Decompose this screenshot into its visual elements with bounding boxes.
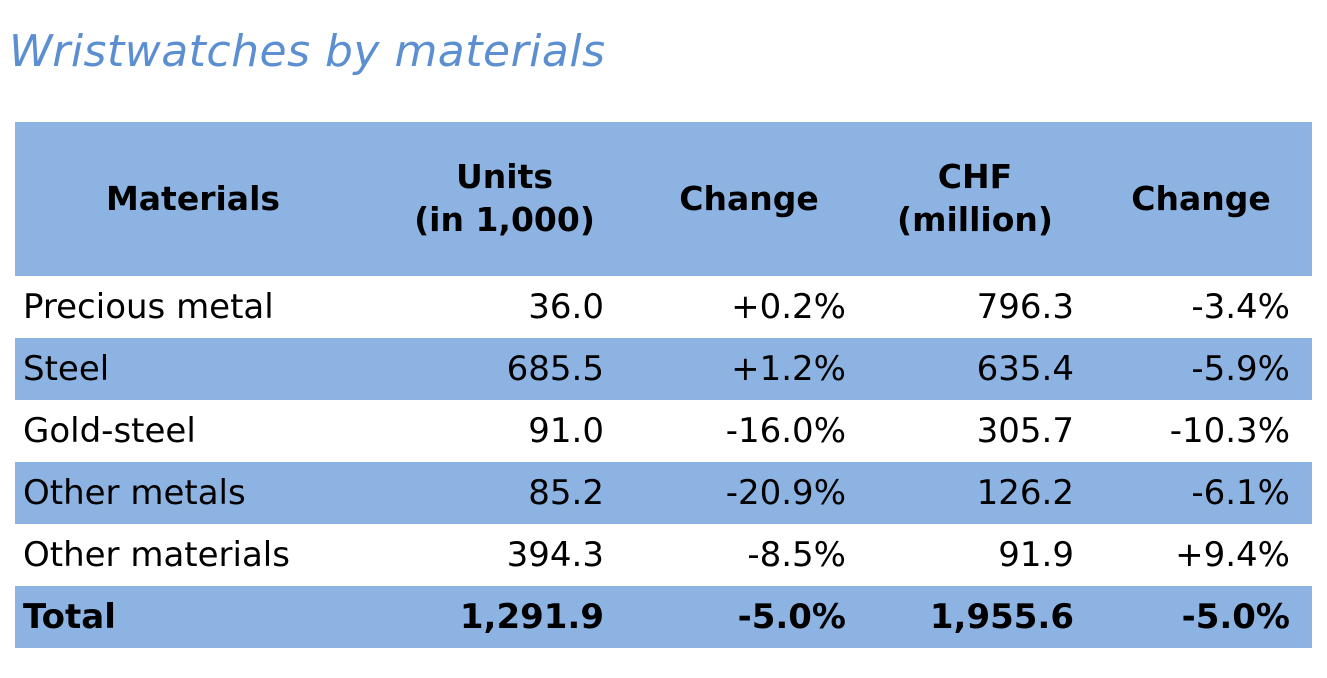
header-units-line1: Units (455, 157, 554, 197)
cell-units-change: -16.0% (725, 411, 846, 451)
header-row: Materials Units (in 1,000) Change CHF (m… (15, 122, 1312, 276)
cell-units: 685.5 (371, 338, 638, 400)
table-row: Other metals 85.2 -20.9% 126.2 -6.1% (15, 462, 1312, 524)
header-chf-line1: CHF (937, 157, 1013, 197)
cell-total-label: Total (15, 586, 371, 648)
cell-total-units-change: -5.0% (638, 586, 860, 648)
cell-units-change: +0.2% (731, 287, 846, 327)
cell-chf-change: -5.9% (1090, 338, 1312, 400)
cell-units-change: -20.9% (638, 462, 860, 524)
header-materials: Materials (15, 122, 371, 276)
cell-total-chf: 1,955.6 (860, 586, 1090, 648)
cell-chf: 126.2 (860, 462, 1090, 524)
cell-material: Gold-steel (23, 411, 196, 451)
total-row: Total 1,291.9 -5.0% 1,955.6 -5.0% (15, 586, 1312, 648)
header-units-line2: (in 1,000) (414, 200, 595, 239)
cell-units-change: -8.5% (747, 535, 846, 575)
cell-units-change: +1.2% (638, 338, 860, 400)
materials-table: Materials Units (in 1,000) Change CHF (m… (15, 122, 1312, 648)
header-units-change: Change (638, 122, 860, 276)
header-units: Units (in 1,000) (371, 122, 638, 276)
cell-chf-change: +9.4% (1175, 535, 1290, 575)
cell-units: 91.0 (528, 411, 604, 451)
cell-chf-change: -10.3% (1169, 411, 1290, 451)
cell-chf-change: -3.4% (1191, 287, 1290, 327)
table-row: Precious metal 36.0 +0.2% 796.3 -3.4% (15, 276, 1312, 338)
header-chf-line2: (million) (897, 200, 1053, 239)
table-row: Gold-steel 91.0 -16.0% 305.7 -10.3% (15, 400, 1312, 462)
cell-chf: 305.7 (976, 411, 1074, 451)
cell-material: Other materials (23, 535, 290, 575)
cell-units: 36.0 (528, 287, 604, 327)
table-row: Other materials 394.3 -8.5% 91.9 +9.4% (15, 524, 1312, 586)
page-title: Wristwatches by materials (9, 26, 606, 77)
cell-total-chf-change: -5.0% (1090, 586, 1312, 648)
cell-material: Precious metal (23, 287, 274, 327)
cell-chf: 796.3 (976, 287, 1074, 327)
cell-chf: 91.9 (998, 535, 1074, 575)
cell-chf: 635.4 (860, 338, 1090, 400)
cell-units: 85.2 (371, 462, 638, 524)
cell-material: Other metals (15, 462, 371, 524)
cell-material: Steel (15, 338, 371, 400)
header-chf: CHF (million) (860, 122, 1090, 276)
cell-chf-change: -6.1% (1090, 462, 1312, 524)
cell-units: 394.3 (506, 535, 604, 575)
cell-total-units: 1,291.9 (371, 586, 638, 648)
table-row: Steel 685.5 +1.2% 635.4 -5.9% (15, 338, 1312, 400)
header-chf-change: Change (1090, 122, 1312, 276)
